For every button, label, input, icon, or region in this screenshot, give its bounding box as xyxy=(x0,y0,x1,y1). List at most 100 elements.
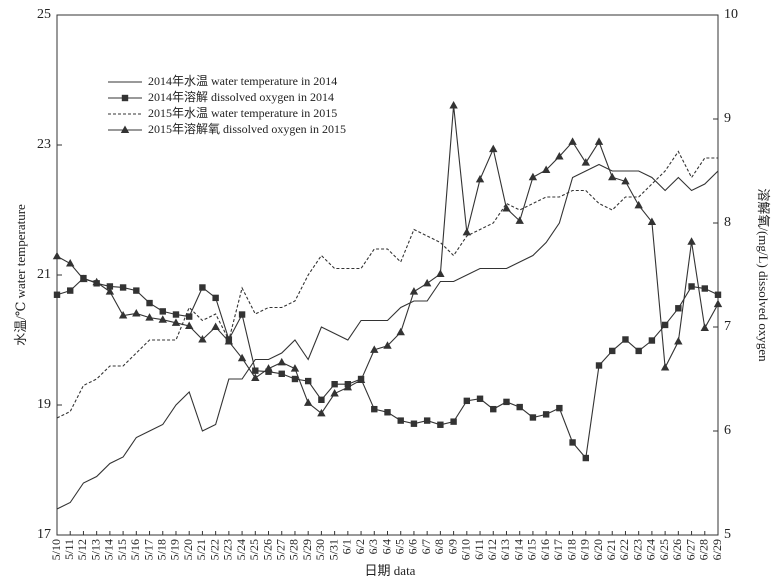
marker-triangle xyxy=(237,353,247,362)
x-tick-label: 5/18 xyxy=(155,539,169,560)
marker-triangle xyxy=(422,278,432,287)
y-tick-label: 21 xyxy=(37,267,51,282)
x-tick-label: 5/31 xyxy=(326,539,340,560)
x-tick-label: 5/11 xyxy=(62,539,76,560)
x-tick-label: 6/22 xyxy=(617,539,631,560)
marker-triangle xyxy=(211,322,220,330)
marker-triangle xyxy=(475,174,485,183)
marker-square xyxy=(648,337,656,344)
marker-triangle xyxy=(634,200,643,209)
y-tick-label: 23 xyxy=(37,137,51,152)
marker-triangle xyxy=(449,100,458,109)
x-tick-label: 6/26 xyxy=(670,539,684,560)
x-tick-label: 5/21 xyxy=(194,539,208,560)
y-axis-title: 水温/℃ water temperature xyxy=(13,204,28,346)
marker-square xyxy=(503,398,510,406)
marker-square xyxy=(622,336,629,343)
marker-triangle xyxy=(568,137,577,145)
marker-triangle xyxy=(396,327,405,336)
x-tick-label: 6/28 xyxy=(697,539,711,560)
x-tick-label: 5/12 xyxy=(75,539,89,560)
marker-triangle xyxy=(528,172,538,181)
marker-square xyxy=(714,291,722,298)
marker-square xyxy=(609,347,616,355)
x-tick-label: 6/15 xyxy=(525,539,539,560)
marker-triangle xyxy=(79,274,88,283)
x-tick-label: 5/16 xyxy=(128,539,142,560)
marker-square xyxy=(556,404,563,412)
marker-triangle xyxy=(462,227,472,236)
marker-square xyxy=(516,403,523,411)
marker-triangle xyxy=(541,165,551,173)
x-tick-label: 6/21 xyxy=(604,539,618,560)
x-tick-label: 6/9 xyxy=(445,539,459,554)
y-tick-label: 25 xyxy=(37,7,51,22)
y2-tick-label: 7 xyxy=(724,319,731,334)
legend-label: 2014年水温 water temperature in 2014 xyxy=(148,74,337,88)
legend-label: 2015年溶解氧 dissolved oxygen in 2015 xyxy=(148,121,346,136)
x-tick-label: 5/29 xyxy=(300,539,314,560)
marker-triangle xyxy=(370,345,379,353)
marker-triangle xyxy=(409,287,419,295)
x-tick-label: 6/2 xyxy=(353,539,367,554)
x-tick-label: 5/26 xyxy=(260,539,274,560)
y2-tick-label: 10 xyxy=(724,7,738,22)
marker-square xyxy=(252,367,259,374)
y2-tick-label: 6 xyxy=(724,423,731,438)
marker-triangle xyxy=(317,408,326,417)
marker-triangle xyxy=(700,323,709,332)
marker-square xyxy=(635,347,642,355)
x-tick-label: 5/20 xyxy=(181,539,195,560)
x-tick-label: 6/11 xyxy=(472,539,486,560)
x-tick-label: 5/24 xyxy=(234,539,248,560)
marker-square xyxy=(476,395,484,402)
marker-triangle xyxy=(356,375,366,384)
x-tick-label: 6/6 xyxy=(406,539,420,554)
x-tick-label: 5/28 xyxy=(287,539,301,560)
marker-triangle xyxy=(66,259,75,267)
marker-square xyxy=(569,439,576,446)
marker-square xyxy=(278,370,285,377)
marker-square xyxy=(371,405,378,413)
marker-triangle xyxy=(105,287,115,295)
marker-triangle xyxy=(52,251,62,260)
marker-triangle xyxy=(436,269,445,277)
marker-square xyxy=(67,287,74,294)
marker-triangle xyxy=(713,299,723,308)
marker-square xyxy=(106,283,114,290)
marker-square xyxy=(397,417,404,424)
x-tick-label: 6/19 xyxy=(578,539,592,560)
marker-square xyxy=(542,411,550,418)
marker-square xyxy=(701,285,708,292)
marker-square xyxy=(490,405,497,413)
x-tick-label: 6/12 xyxy=(485,539,499,560)
x-tick-label: 6/10 xyxy=(459,539,473,560)
x-tick-label: 6/7 xyxy=(419,539,433,554)
x-tick-label: 5/27 xyxy=(273,539,287,560)
marker-triangle xyxy=(158,315,167,323)
marker-square xyxy=(53,291,61,298)
marker-triangle xyxy=(383,341,392,349)
marker-triangle xyxy=(687,237,696,245)
marker-square xyxy=(410,420,418,427)
x-tick-label: 6/23 xyxy=(630,539,644,560)
x-tick-label: 6/4 xyxy=(379,539,393,554)
x-tick-label: 5/23 xyxy=(221,539,235,560)
marker-triangle xyxy=(660,363,670,371)
x-tick-label: 6/3 xyxy=(366,539,380,554)
series-line xyxy=(56,105,719,415)
marker-square xyxy=(318,396,325,403)
legend-label: 2015年水温 water temperature in 2015 xyxy=(148,106,337,120)
marker-triangle xyxy=(343,382,353,391)
x-tick-label: 6/27 xyxy=(683,539,697,560)
marker-square xyxy=(331,381,338,388)
y-tick-label: 19 xyxy=(37,397,51,412)
x-tick-label: 5/30 xyxy=(313,539,327,560)
legend-label: 2014年溶解 dissolved oxygen in 2014 xyxy=(148,89,334,104)
series-line xyxy=(56,277,719,460)
marker-square xyxy=(661,321,669,329)
marker-square xyxy=(582,454,589,462)
marker-square xyxy=(238,311,246,318)
marker-triangle xyxy=(145,313,154,321)
